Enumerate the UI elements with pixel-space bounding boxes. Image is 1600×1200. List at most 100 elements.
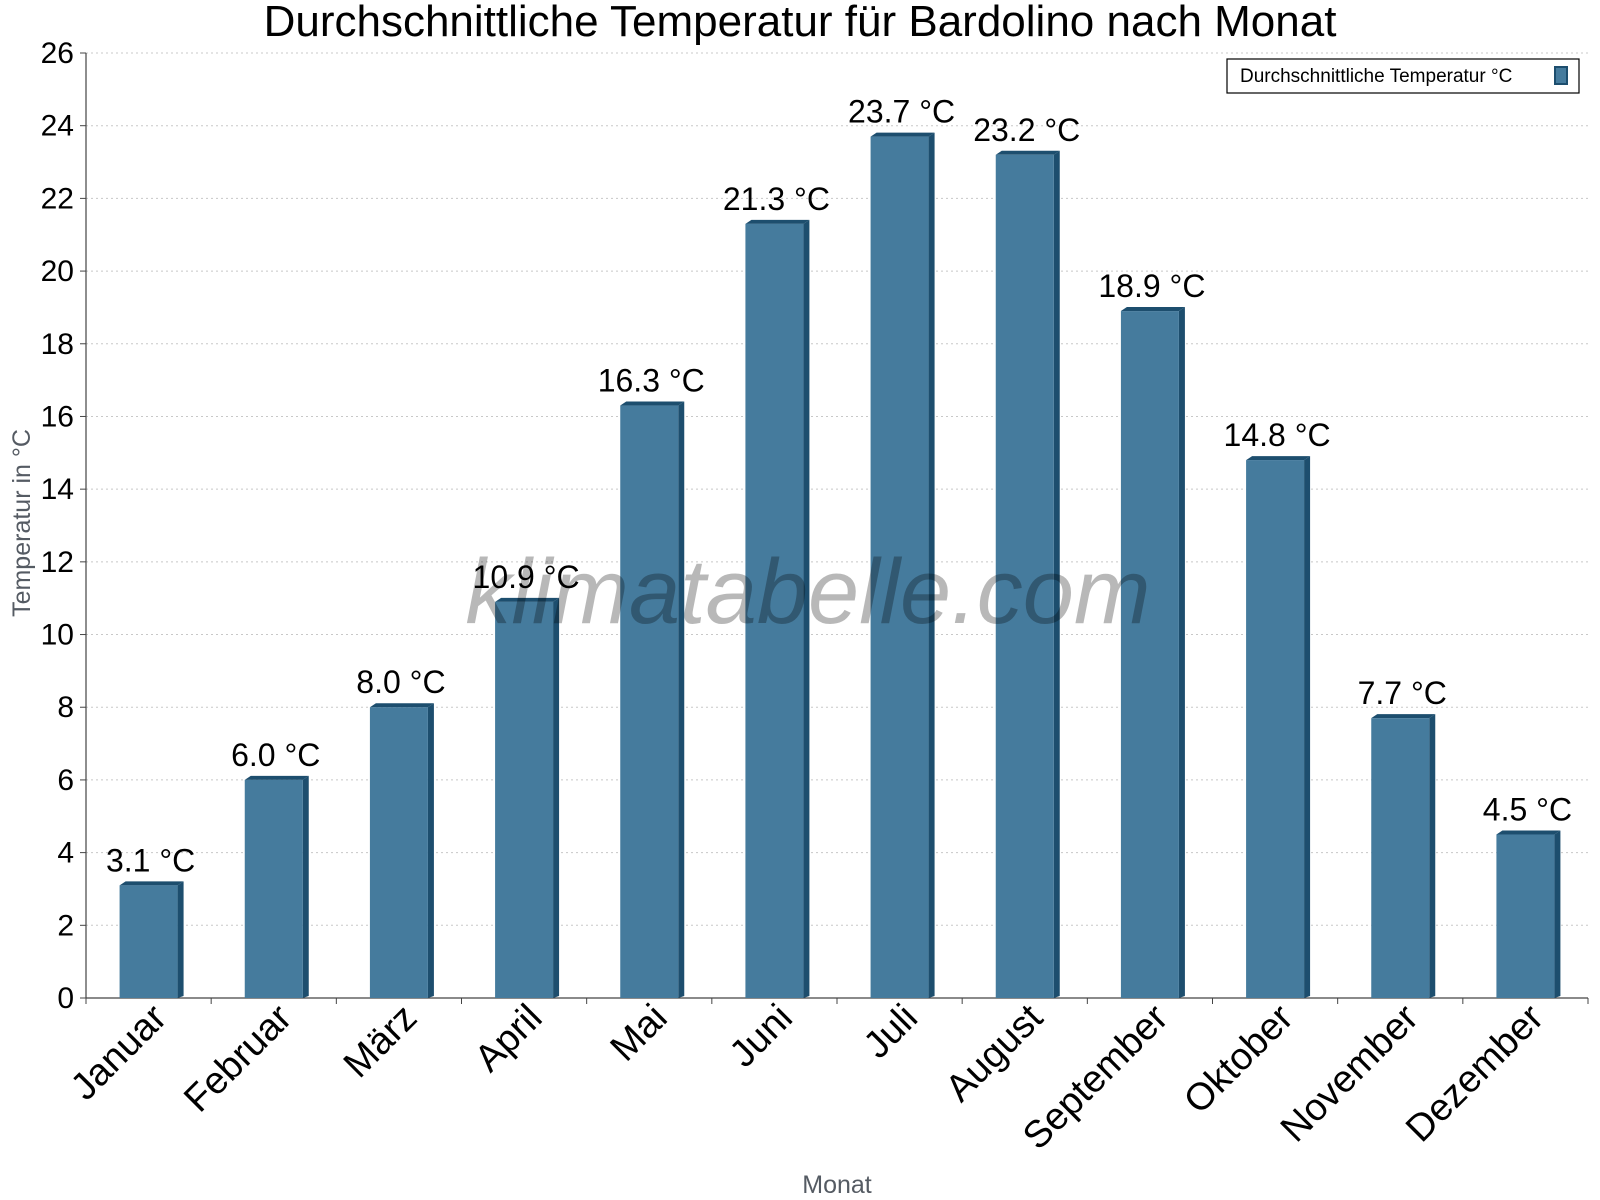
bar-juli — [870, 132, 935, 998]
bar-side — [553, 597, 560, 998]
bar — [620, 405, 679, 998]
bar-side — [1178, 307, 1185, 998]
bar — [995, 154, 1054, 998]
bar — [745, 223, 804, 999]
x-tick-label: Januar — [63, 996, 175, 1108]
data-label: 18.9 °C — [1098, 268, 1205, 304]
bar — [870, 136, 929, 998]
bar-juni — [745, 219, 810, 999]
bar-top — [1371, 714, 1436, 719]
x-tick-label: Februar — [176, 996, 300, 1120]
bar-april — [495, 597, 560, 998]
data-labels: 3.1 °C 6.0 °C 8.0 °C 10.9 °C 16.3 °C 21.3 °C 2… — [106, 94, 1572, 879]
bar-side — [928, 132, 935, 998]
y-tick-label: 14 — [41, 473, 74, 506]
y-tick-label: 20 — [41, 255, 74, 288]
data-label: 14.8 °C — [1224, 417, 1331, 453]
y-tick-label: 4 — [57, 837, 74, 870]
x-tick-label: August — [938, 996, 1052, 1110]
bar — [119, 885, 178, 998]
bar-dezember — [1496, 830, 1561, 998]
x-tick-label: März — [336, 997, 425, 1086]
x-tick-label: Mai — [603, 997, 676, 1070]
x-tick-label: April — [467, 997, 550, 1080]
data-label: 7.7 °C — [1358, 675, 1447, 711]
bar-september — [1120, 307, 1185, 998]
x-tick-label: Juli — [856, 997, 926, 1067]
data-label: 21.3 °C — [723, 181, 830, 217]
bar-top — [995, 150, 1060, 155]
legend: Durchschnittliche Temperatur °C — [1226, 58, 1580, 94]
bar-series — [119, 132, 1561, 999]
y-tick-label: 22 — [41, 182, 74, 215]
y-tick-label: 24 — [41, 110, 74, 143]
bar-august — [995, 150, 1060, 998]
data-label: 8.0 °C — [356, 664, 445, 700]
bar-top — [620, 401, 685, 406]
x-tick-labels: Januar Februar März April Mai Juni Juli AugustS… — [63, 996, 1552, 1157]
bar-side — [803, 219, 810, 999]
bar — [369, 707, 428, 998]
legend-box — [1226, 58, 1580, 94]
data-label: 6.0 °C — [231, 737, 320, 773]
bar-märz — [369, 703, 434, 998]
data-label: 23.7 °C — [848, 94, 955, 130]
data-label: 10.9 °C — [473, 559, 580, 595]
bar-top — [870, 132, 935, 137]
y-tick-label: 6 — [57, 764, 74, 797]
y-tick-label: 10 — [41, 619, 74, 652]
data-label: 16.3 °C — [598, 363, 705, 399]
data-label: 23.2 °C — [973, 112, 1080, 148]
bar-side — [1554, 830, 1561, 998]
y-axis-title: Temperatur in °C — [8, 429, 36, 617]
bar-side — [1429, 714, 1436, 998]
bar-oktober — [1246, 456, 1311, 999]
x-tick-label: Dezember — [1398, 996, 1552, 1150]
y-tick-label: 8 — [57, 691, 74, 724]
x-tick-label: Oktober — [1176, 996, 1302, 1122]
axes — [80, 52, 1589, 1004]
y-tick-label: 2 — [57, 909, 74, 942]
y-tick-label: 12 — [41, 546, 74, 579]
bar-januar — [119, 881, 184, 998]
bar-top — [119, 881, 184, 886]
y-tick-label: 26 — [41, 37, 74, 70]
bar-side — [678, 401, 685, 998]
bar — [1246, 460, 1305, 999]
x-tick-label: Juni — [722, 997, 801, 1076]
y-tick-label: 16 — [41, 400, 74, 433]
bar-side — [1053, 150, 1060, 998]
bar-top — [1246, 456, 1311, 461]
x-axis-title: Monat — [802, 1171, 872, 1199]
bar-side — [302, 775, 309, 998]
bar — [1371, 718, 1430, 998]
bar-top — [244, 775, 309, 780]
bar-februar — [244, 775, 309, 998]
bar — [1120, 311, 1179, 998]
legend-label: Durchschnittliche Temperatur °C — [1240, 66, 1512, 87]
watermark: klimatabelle.com — [465, 541, 1150, 643]
bar-side — [1304, 456, 1311, 999]
bar-top — [495, 597, 560, 602]
bar-side — [427, 703, 434, 998]
y-tick-label: 18 — [41, 328, 74, 361]
bar-side — [177, 881, 184, 998]
bar-top — [1120, 307, 1185, 312]
bar — [1496, 834, 1555, 998]
y-tick-label: 0 — [57, 982, 74, 1015]
grid-lines — [86, 52, 1588, 926]
bar-top — [745, 219, 810, 224]
bar — [495, 601, 554, 998]
data-label: 4.5 °C — [1483, 791, 1572, 827]
legend-swatch — [1554, 66, 1568, 85]
bar-november — [1371, 714, 1436, 998]
bar-mai — [620, 401, 685, 998]
bar-top — [369, 703, 434, 708]
bar — [244, 779, 303, 998]
data-label: 3.1 °C — [106, 842, 195, 878]
bar-top — [1496, 830, 1561, 835]
chart-title: Durchschnittliche Temperatur für Bardoli… — [264, 0, 1337, 46]
